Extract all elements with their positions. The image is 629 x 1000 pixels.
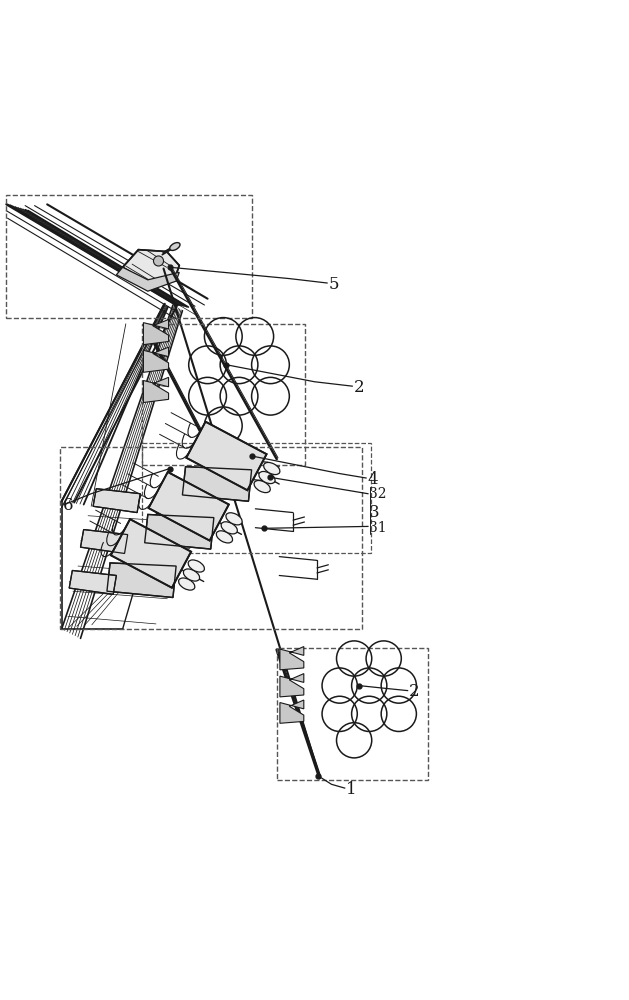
Text: 31: 31 bbox=[369, 521, 387, 535]
Polygon shape bbox=[111, 519, 191, 588]
Ellipse shape bbox=[179, 578, 195, 590]
Polygon shape bbox=[143, 319, 169, 345]
Polygon shape bbox=[143, 377, 169, 403]
Text: 32: 32 bbox=[369, 487, 387, 501]
Ellipse shape bbox=[170, 243, 180, 250]
Ellipse shape bbox=[226, 513, 242, 525]
Text: 5: 5 bbox=[328, 276, 339, 293]
Text: 3: 3 bbox=[369, 504, 380, 521]
Polygon shape bbox=[182, 467, 252, 501]
Text: 2: 2 bbox=[353, 379, 364, 396]
Bar bbox=[60, 447, 362, 629]
Bar bbox=[142, 324, 305, 465]
Polygon shape bbox=[143, 347, 169, 372]
Polygon shape bbox=[69, 570, 116, 594]
Polygon shape bbox=[145, 514, 214, 549]
Text: 6: 6 bbox=[63, 497, 74, 514]
Bar bbox=[6, 195, 252, 318]
Ellipse shape bbox=[254, 480, 270, 493]
Polygon shape bbox=[81, 530, 128, 553]
Ellipse shape bbox=[216, 531, 233, 543]
Polygon shape bbox=[107, 563, 176, 597]
Ellipse shape bbox=[188, 560, 204, 572]
Polygon shape bbox=[148, 472, 229, 541]
Ellipse shape bbox=[259, 471, 275, 484]
Ellipse shape bbox=[221, 522, 237, 534]
Bar bbox=[142, 443, 371, 553]
Circle shape bbox=[153, 256, 164, 266]
Polygon shape bbox=[280, 674, 304, 697]
Text: 1: 1 bbox=[346, 781, 357, 798]
Ellipse shape bbox=[184, 569, 199, 581]
Text: 4: 4 bbox=[367, 471, 378, 488]
Polygon shape bbox=[123, 250, 179, 284]
Polygon shape bbox=[116, 267, 179, 291]
Polygon shape bbox=[93, 489, 140, 513]
Bar bbox=[277, 648, 428, 780]
Polygon shape bbox=[186, 422, 267, 490]
Text: 2: 2 bbox=[409, 683, 420, 700]
Polygon shape bbox=[280, 647, 304, 670]
Polygon shape bbox=[280, 700, 304, 723]
Ellipse shape bbox=[264, 462, 280, 475]
